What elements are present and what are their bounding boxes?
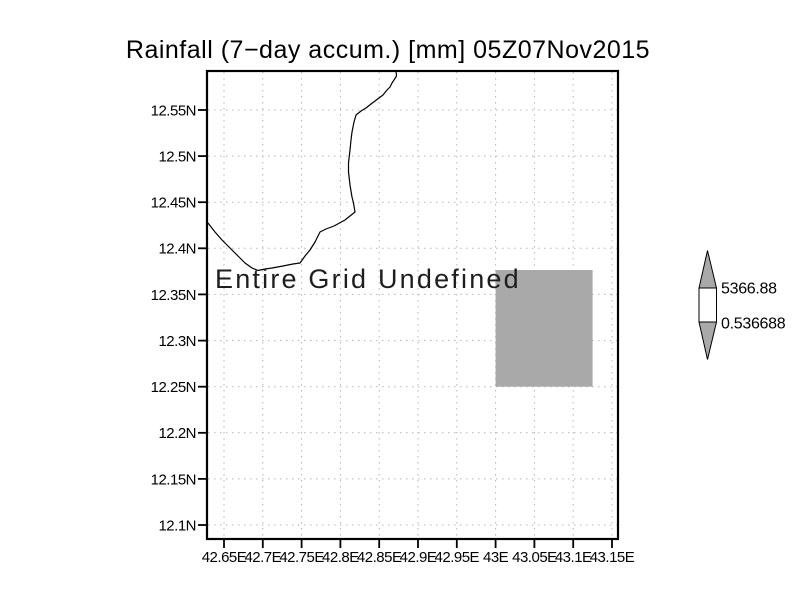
coastline	[207, 70, 398, 272]
y-tick-label: 12.45N	[151, 195, 196, 212]
x-tick-label: 43.05E	[512, 549, 557, 566]
x-tick-label: 42.75E	[279, 549, 324, 566]
colorbar-min-label: 0.536688	[721, 316, 786, 333]
y-tick-label: 12.55N	[151, 103, 196, 120]
shaded-region	[495, 270, 593, 387]
y-axis-ticks	[198, 109, 207, 526]
colorbar-lower-triangle	[698, 321, 718, 360]
colorbar-band	[698, 287, 717, 323]
colorbar-upper-triangle	[698, 250, 718, 289]
x-tick-label: 42.9E	[400, 549, 437, 566]
x-tick-label: 43E	[483, 549, 509, 566]
undefined-grid-annotation: Entire Grid Undefined	[215, 264, 521, 294]
x-tick-label: 42.65E	[202, 549, 247, 566]
y-tick-label: 12.25N	[151, 379, 196, 396]
y-tick-label: 12.35N	[151, 287, 196, 304]
x-tick-label: 43.1E	[555, 549, 592, 566]
x-tick-label: 42.8E	[322, 549, 359, 566]
y-gridlines	[208, 109, 617, 526]
x-tick-label: 43.15E	[590, 549, 635, 566]
x-tick-label: 42.7E	[244, 549, 281, 566]
plot-border	[205, 69, 620, 541]
y-tick-label: 12.15N	[151, 472, 196, 489]
x-axis-ticks	[223, 539, 613, 548]
colorbar-max-label: 5366.88	[721, 281, 777, 298]
y-tick-label: 12.1N	[158, 518, 196, 535]
y-tick-label: 12.3N	[158, 333, 196, 350]
y-tick-label: 12.2N	[158, 425, 196, 442]
colorbar: 5366.88 0.536688	[698, 250, 786, 360]
x-tick-label: 42.85E	[357, 549, 402, 566]
y-axis-labels: 12.55N 12.5N 12.45N 12.4N 12.35N 12.3N 1…	[151, 103, 197, 535]
page-title: Rainfall (7−day accum.) [mm] 05Z07Nov201…	[126, 36, 650, 64]
x-axis-labels: 42.65E 42.7E 42.75E 42.8E 42.85E 42.9E 4…	[202, 549, 636, 566]
y-tick-label: 12.5N	[158, 149, 196, 166]
x-tick-label: 42.95E	[435, 549, 480, 566]
y-tick-label: 12.4N	[158, 241, 196, 258]
